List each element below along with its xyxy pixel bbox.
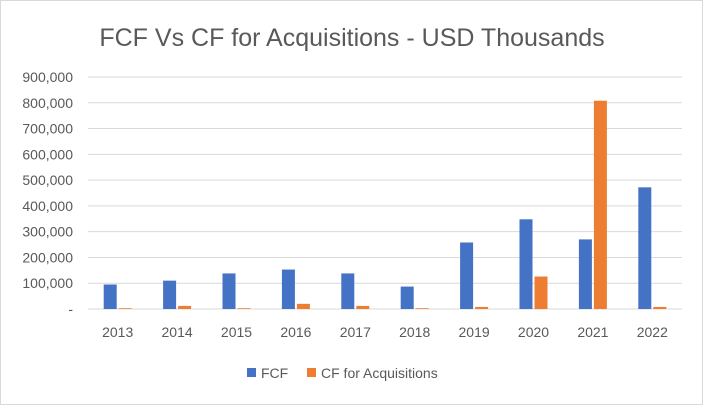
y-tick-label: 900,000 [22, 69, 73, 85]
bar-fcf-2013 [103, 284, 117, 309]
bar-cf-for-acquisitions-2013 [118, 308, 132, 309]
bar-fcf-2022 [638, 187, 652, 309]
bar-fcf-2015 [222, 273, 236, 309]
legend-swatch-fcf [247, 368, 256, 377]
bar-fcf-2016 [281, 269, 295, 309]
x-tick-label: 2019 [459, 324, 490, 340]
y-tick-label: 100,000 [22, 275, 73, 291]
y-tick-label: 700,000 [22, 121, 73, 137]
y-tick-label: 500,000 [22, 172, 73, 188]
legend-label: FCF [261, 365, 288, 381]
bar-cf-for-acquisitions-2021 [593, 100, 607, 310]
legend-label: CF for Acquisitions [321, 365, 438, 381]
x-tick-label: 2013 [102, 324, 133, 340]
y-tick-label: 300,000 [22, 224, 73, 240]
x-tick-label: 2017 [340, 324, 371, 340]
bar-fcf-2018 [400, 286, 414, 309]
bar-cf-for-acquisitions-2017 [356, 305, 370, 309]
legend: FCF CF for Acquisitions [247, 365, 438, 381]
y-tick-label: 800,000 [22, 95, 73, 111]
bar-cf-for-acquisitions-2016 [296, 303, 310, 309]
x-tick-label: 2020 [518, 324, 549, 340]
bars [103, 100, 667, 310]
bar-cf-for-acquisitions-2018 [415, 308, 429, 309]
y-axis-tick-labels: - 100,000 200,000 300,000 400,000 500,000 600,… [22, 69, 73, 317]
bar-fcf-2021 [578, 239, 592, 309]
bar-fcf-2020 [519, 219, 533, 309]
legend-swatch-cf-for-acquisitions [307, 368, 316, 377]
x-axis-tick-labels: 2013 2014 2015 2016 2017 2018 2019 2020 2021 2022 [102, 324, 668, 340]
bar-cf-for-acquisitions-2022 [653, 306, 667, 309]
x-tick-label: 2022 [637, 324, 668, 340]
y-tick-label: 600,000 [22, 146, 73, 162]
x-tick-label: 2015 [221, 324, 252, 340]
y-tick-label: 200,000 [22, 249, 73, 265]
bar-fcf-2019 [460, 242, 474, 309]
bar-fcf-2014 [163, 280, 177, 309]
bar-cf-for-acquisitions-2019 [475, 306, 489, 309]
bar-cf-for-acquisitions-2014 [178, 305, 192, 309]
y-tick-label: 400,000 [22, 198, 73, 214]
bar-cf-for-acquisitions-2015 [237, 308, 251, 309]
bar-fcf-2017 [341, 273, 355, 309]
gridlines [88, 76, 682, 310]
chart-title: FCF Vs CF for Acquisitions - USD Thousan… [99, 24, 604, 52]
x-tick-label: 2016 [280, 324, 311, 340]
x-tick-label: 2021 [577, 324, 608, 340]
bar-cf-for-acquisitions-2020 [534, 276, 548, 309]
y-tick-label: - [68, 301, 73, 317]
x-tick-label: 2014 [162, 324, 193, 340]
x-tick-label: 2018 [399, 324, 430, 340]
